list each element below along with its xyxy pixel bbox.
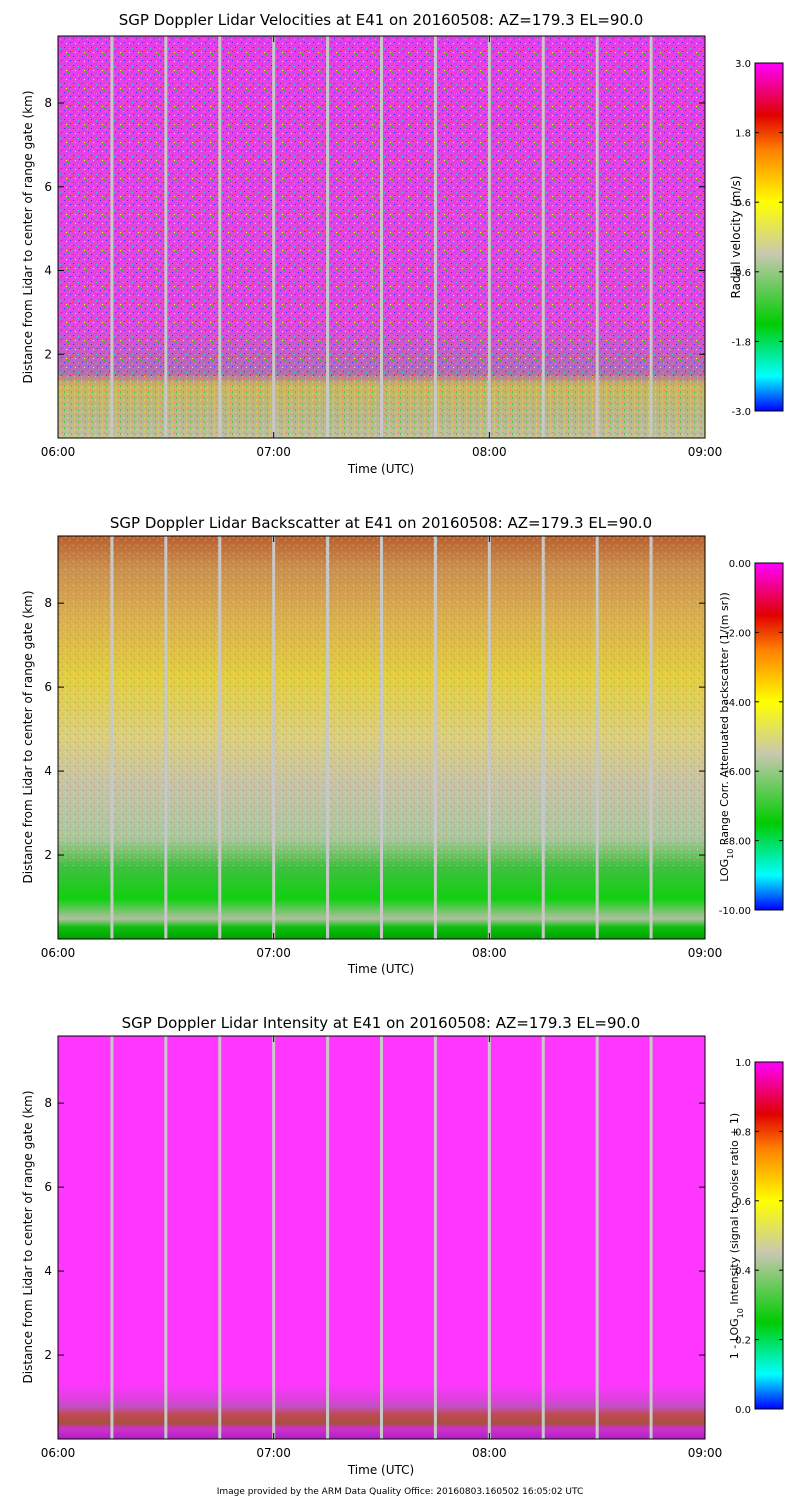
x-tick-label: 07:00 (256, 445, 291, 459)
colorbar-label-post: Intensity (signal to noise ratio + 1) (728, 1113, 741, 1308)
footer-credit: Image provided by the ARM Data Quality O… (217, 1487, 584, 1497)
x-tick-label: 09:00 (688, 445, 723, 459)
x-tick-label: 08:00 (472, 946, 507, 960)
x-tick-label: 07:00 (256, 1446, 291, 1460)
colorbar-tick-label: 0.00 (729, 559, 751, 570)
colorbar-tick-label: -4.00 (725, 698, 751, 709)
colorbar-label-sub: 10 (726, 849, 735, 859)
x-tick-label: 09:00 (688, 1446, 723, 1460)
x-axis-label: Time (UTC) (347, 462, 414, 476)
y-tick-label: 4 (44, 1264, 52, 1278)
plot-frame (57, 535, 706, 940)
panel-intensity: SGP Doppler Lidar Intensity at E41 on 20… (21, 1014, 784, 1477)
colorbar-tick-label: 0.8 (735, 1127, 751, 1138)
colorbar-tick-label: -10.00 (719, 906, 751, 917)
colorbar-tick-label: -8.00 (725, 837, 751, 848)
y-tick-label: 8 (44, 1096, 52, 1110)
x-axis-label: Time (UTC) (347, 962, 414, 976)
colorbar-tick-label: -0.6 (731, 268, 751, 279)
y-tick-label: 8 (44, 596, 52, 610)
y-tick-label: 6 (44, 1180, 52, 1194)
colorbar-tick-label: 3.0 (735, 59, 751, 70)
y-tick-label: 6 (44, 680, 52, 694)
chart-title: SGP Doppler Lidar Backscatter at E41 on … (110, 514, 652, 532)
colorbar-tick-label: -2.00 (725, 628, 751, 639)
chart-title: SGP Doppler Lidar Intensity at E41 on 20… (122, 1014, 641, 1032)
colorbar-tick-label: -3.0 (731, 407, 751, 418)
colorbar-ticks: 3.0 1.8 0.6 -0.6 -1.8 -3.0 (731, 59, 783, 418)
x-axis: 06:00 07:00 08:00 09:00 (41, 536, 723, 960)
y-axis: 2 4 6 8 (44, 596, 705, 862)
gap-lines (110, 36, 653, 438)
gap-lines (110, 536, 653, 939)
y-axis: 2 4 6 8 (44, 96, 705, 361)
panel-velocity: SGP Doppler Lidar Velocities at E41 on 2… (21, 11, 784, 476)
colorbar-tick-label: 1.0 (735, 1058, 751, 1069)
x-tick-label: 08:00 (472, 1446, 507, 1460)
colorbar-tick-label: 0.6 (735, 198, 751, 209)
colorbar-tick-label: -1.8 (731, 337, 751, 348)
colorbar (754, 62, 784, 412)
colorbar-tick-label: 0.6 (735, 1197, 751, 1208)
x-tick-label: 09:00 (688, 946, 723, 960)
x-tick-label: 06:00 (41, 1446, 76, 1460)
plot-frame (57, 35, 706, 439)
y-axis: 2 4 6 8 (44, 1096, 705, 1362)
colorbar-label: LOG10 Range Corr. Attenuated backscatter… (718, 592, 735, 882)
colorbar-ticks: 1.0 0.8 0.6 0.4 0.2 0.0 (735, 1058, 783, 1416)
chart-title: SGP Doppler Lidar Velocities at E41 on 2… (119, 11, 644, 29)
colorbar (754, 1061, 784, 1410)
gap-lines (110, 1036, 653, 1439)
x-tick-label: 06:00 (41, 946, 76, 960)
x-axis: 06:00 07:00 08:00 09:00 (41, 1036, 723, 1460)
colorbar-label-pre: 1 - LOG (728, 1318, 741, 1359)
colorbar-ticks: 0.00 -2.00 -4.00 -6.00 -8.00 -10.00 (719, 559, 783, 917)
y-tick-label: 2 (44, 347, 52, 361)
y-tick-label: 6 (44, 180, 52, 194)
y-tick-label: 2 (44, 848, 52, 862)
colorbar-tick-label: 0.0 (735, 1405, 751, 1416)
x-tick-label: 08:00 (472, 445, 507, 459)
x-tick-label: 06:00 (41, 445, 76, 459)
y-axis-label: Distance from Lidar to center of range g… (21, 590, 35, 883)
y-tick-label: 8 (44, 96, 52, 110)
colorbar-tick-label: 0.2 (735, 1336, 751, 1347)
colorbar-label: Radial velocity (m/s) (729, 176, 743, 299)
colorbar-label-pre: LOG (718, 859, 731, 882)
colorbar-label-post: Range Corr. Attenuated backscatter (1/(m… (718, 592, 731, 848)
x-axis-label: Time (UTC) (347, 1463, 414, 1477)
y-axis-label: Distance from Lidar to center of range g… (21, 1090, 35, 1383)
x-axis: 06:00 07:00 08:00 09:00 (41, 36, 723, 459)
y-tick-label: 4 (44, 264, 52, 278)
x-tick-label: 07:00 (256, 946, 291, 960)
y-axis-label: Distance from Lidar to center of range g… (21, 90, 35, 383)
colorbar-tick-label: -6.00 (725, 767, 751, 778)
colorbar-label: 1 - LOG10 Intensity (signal to noise rat… (728, 1113, 745, 1359)
panel-backscatter: SGP Doppler Lidar Backscatter at E41 on … (21, 514, 784, 976)
plot-frame (57, 1035, 706, 1440)
colorbar-tick-label: 1.8 (735, 129, 751, 140)
colorbar-label-sub: 10 (736, 1308, 745, 1318)
colorbar-tick-label: 0.4 (735, 1266, 751, 1277)
y-tick-label: 2 (44, 1348, 52, 1362)
colorbar (754, 562, 784, 911)
y-tick-label: 4 (44, 764, 52, 778)
